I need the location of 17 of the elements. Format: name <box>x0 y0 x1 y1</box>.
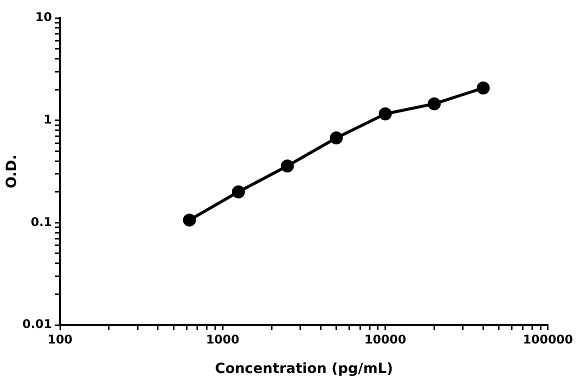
x-axis-title: Concentration (pg/mL) <box>214 361 394 378</box>
x-tick-label: 10000 <box>364 332 406 346</box>
x-tick-label: 100 <box>47 332 73 346</box>
x-tick-label: 100000 <box>522 332 574 346</box>
point <box>330 131 343 144</box>
y-tick-label: 0.01 <box>22 317 52 332</box>
point <box>428 97 441 110</box>
x-tick-label: 1000 <box>206 332 240 346</box>
point <box>182 214 196 227</box>
y-tick-label: 1 <box>44 112 52 126</box>
point <box>378 107 392 120</box>
y-tick-label: 0.1 <box>30 214 52 229</box>
point <box>232 185 245 198</box>
y-tick-label: 10 <box>35 10 52 24</box>
point <box>476 82 490 94</box>
point <box>280 159 294 172</box>
y-axis-title: O.D. <box>4 154 20 188</box>
